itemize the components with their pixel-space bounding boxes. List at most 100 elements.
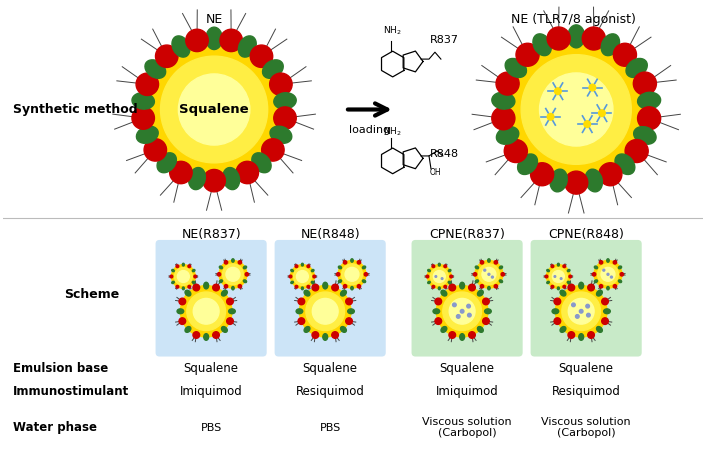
- Ellipse shape: [323, 282, 328, 289]
- Circle shape: [290, 265, 314, 288]
- Circle shape: [295, 265, 298, 268]
- Circle shape: [250, 45, 273, 68]
- Circle shape: [444, 265, 447, 268]
- Ellipse shape: [496, 127, 519, 144]
- Circle shape: [563, 265, 566, 268]
- Circle shape: [494, 285, 498, 288]
- Ellipse shape: [585, 169, 602, 192]
- Text: Viscous solution
(Carbopol): Viscous solution (Carbopol): [422, 417, 512, 439]
- Circle shape: [227, 318, 233, 325]
- Circle shape: [449, 332, 455, 338]
- Circle shape: [602, 298, 609, 305]
- Ellipse shape: [362, 266, 366, 269]
- Circle shape: [176, 286, 179, 288]
- Circle shape: [479, 264, 499, 285]
- Circle shape: [599, 110, 605, 116]
- Circle shape: [556, 286, 607, 337]
- Ellipse shape: [477, 326, 484, 333]
- Ellipse shape: [606, 259, 609, 262]
- Ellipse shape: [597, 290, 602, 296]
- Circle shape: [441, 278, 443, 280]
- Circle shape: [482, 267, 496, 281]
- Circle shape: [427, 265, 451, 288]
- Circle shape: [492, 107, 515, 130]
- Ellipse shape: [351, 259, 353, 262]
- Circle shape: [516, 43, 539, 66]
- Ellipse shape: [560, 290, 566, 296]
- Circle shape: [193, 332, 200, 338]
- Ellipse shape: [428, 281, 430, 284]
- Circle shape: [342, 264, 362, 285]
- Circle shape: [586, 304, 590, 308]
- Ellipse shape: [533, 34, 551, 56]
- Circle shape: [295, 286, 298, 288]
- Circle shape: [332, 332, 338, 338]
- Circle shape: [213, 284, 220, 291]
- Circle shape: [364, 272, 368, 276]
- Circle shape: [625, 140, 648, 163]
- Ellipse shape: [301, 287, 304, 290]
- Text: Resiquimod: Resiquimod: [296, 385, 364, 398]
- Circle shape: [187, 292, 225, 331]
- Circle shape: [638, 107, 661, 130]
- Text: Imiquimod: Imiquimod: [436, 385, 498, 398]
- Circle shape: [345, 267, 359, 281]
- Ellipse shape: [244, 280, 246, 283]
- Text: NH$_2$: NH$_2$: [383, 24, 402, 37]
- Text: Squalene: Squalene: [558, 362, 614, 375]
- Ellipse shape: [220, 280, 222, 283]
- Circle shape: [357, 285, 361, 288]
- Text: NH$_2$: NH$_2$: [383, 126, 402, 138]
- Ellipse shape: [263, 60, 283, 78]
- Circle shape: [262, 139, 284, 161]
- Circle shape: [551, 286, 554, 288]
- Circle shape: [312, 298, 338, 324]
- Circle shape: [144, 139, 167, 161]
- Circle shape: [587, 313, 590, 317]
- Ellipse shape: [557, 263, 559, 266]
- Circle shape: [174, 268, 192, 286]
- Circle shape: [568, 332, 575, 338]
- Ellipse shape: [441, 326, 447, 333]
- Circle shape: [531, 163, 554, 186]
- Text: R837: R837: [429, 35, 458, 45]
- Circle shape: [469, 284, 475, 291]
- Circle shape: [587, 332, 594, 338]
- Circle shape: [601, 267, 615, 281]
- Ellipse shape: [460, 282, 465, 289]
- Ellipse shape: [594, 266, 597, 269]
- Circle shape: [521, 55, 631, 164]
- Circle shape: [592, 272, 596, 276]
- Circle shape: [475, 260, 503, 288]
- Circle shape: [611, 276, 612, 278]
- Ellipse shape: [239, 36, 256, 57]
- Circle shape: [332, 284, 338, 291]
- Circle shape: [179, 74, 250, 145]
- Circle shape: [484, 269, 486, 271]
- Circle shape: [343, 261, 347, 264]
- Circle shape: [435, 318, 442, 325]
- Circle shape: [597, 264, 618, 285]
- Ellipse shape: [252, 153, 271, 173]
- Ellipse shape: [270, 126, 292, 144]
- Ellipse shape: [634, 127, 656, 144]
- Circle shape: [554, 276, 556, 277]
- Ellipse shape: [552, 309, 558, 314]
- Ellipse shape: [488, 287, 490, 290]
- Circle shape: [346, 318, 352, 325]
- Circle shape: [614, 43, 637, 66]
- Circle shape: [193, 298, 219, 324]
- Ellipse shape: [448, 270, 451, 272]
- Circle shape: [186, 29, 208, 52]
- Circle shape: [436, 286, 488, 337]
- Ellipse shape: [597, 326, 602, 333]
- Circle shape: [565, 171, 588, 194]
- Circle shape: [568, 284, 575, 291]
- Circle shape: [219, 260, 247, 288]
- Ellipse shape: [311, 270, 314, 272]
- FancyBboxPatch shape: [531, 240, 642, 356]
- Ellipse shape: [517, 154, 537, 174]
- Circle shape: [599, 163, 622, 186]
- Ellipse shape: [291, 281, 294, 284]
- Circle shape: [155, 45, 178, 68]
